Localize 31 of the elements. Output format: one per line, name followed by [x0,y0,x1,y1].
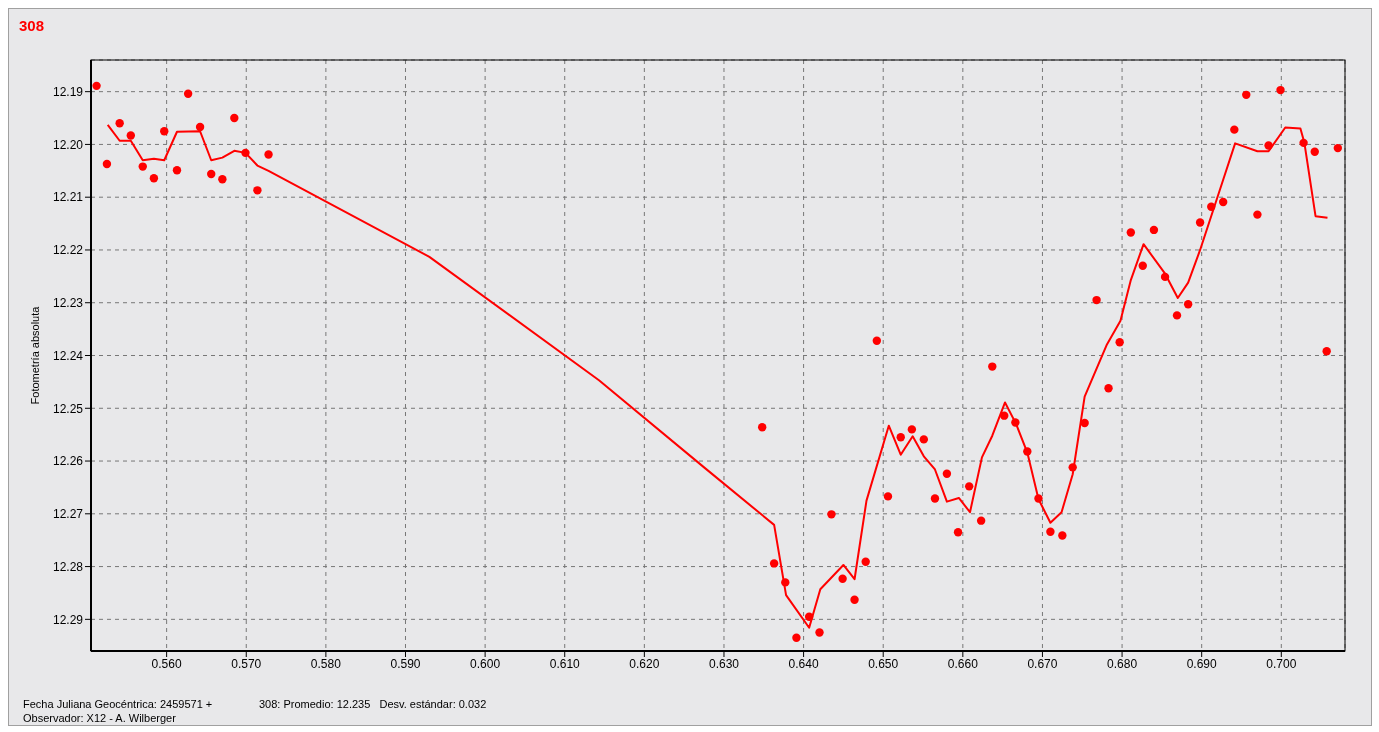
x-tick-label: 0.690 [1186,656,1218,671]
y-axis-title: Fotometría absoluta [28,305,41,405]
x-tick-label: 0.660 [947,656,979,671]
y-tick-label: 12.28 [52,559,84,574]
chart-title: 308 [19,17,45,34]
y-tick-label: 12.27 [52,507,84,522]
text: Observador: X12 - A. Wilberger [23,712,176,724]
x-tick-label: 0.640 [788,656,819,671]
x-tick-label: 0.610 [549,656,581,671]
y-tick-label: 12.22 [52,243,84,258]
y-tick-label: 12.24 [52,348,84,363]
y-tick-label: 12.26 [52,454,84,469]
x-tick-label: 0.630 [708,656,740,671]
x-tick-label: 0.570 [231,656,262,671]
y-tick-label: 12.29 [52,612,84,627]
x-tick-label: 0.560 [151,656,182,671]
x-tick-label: 0.700 [1266,656,1297,671]
y-tick-label: 12.21 [52,190,84,205]
x-tick-label: 0.680 [1107,656,1138,671]
x-tick-label: 0.620 [629,656,660,671]
y-tick-label: 12.23 [52,295,84,310]
x-tick-label: 0.600 [470,656,501,671]
y-tick-label: 12.25 [52,401,84,416]
x-tick-label: 0.650 [868,656,899,671]
text: 308: Promedio: 12.235 Desv. estándar: 0.032 [259,698,487,710]
x-axis-title: Fecha Juliana Geocéntrica: 2459571 + [23,698,213,710]
x-tick-label: 0.580 [310,656,342,671]
y-tick-label: 12.20 [52,137,84,152]
x-tick-label: 0.590 [390,656,421,671]
y-tick-label: 12.19 [52,84,84,99]
x-tick-label: 0.670 [1027,656,1058,671]
